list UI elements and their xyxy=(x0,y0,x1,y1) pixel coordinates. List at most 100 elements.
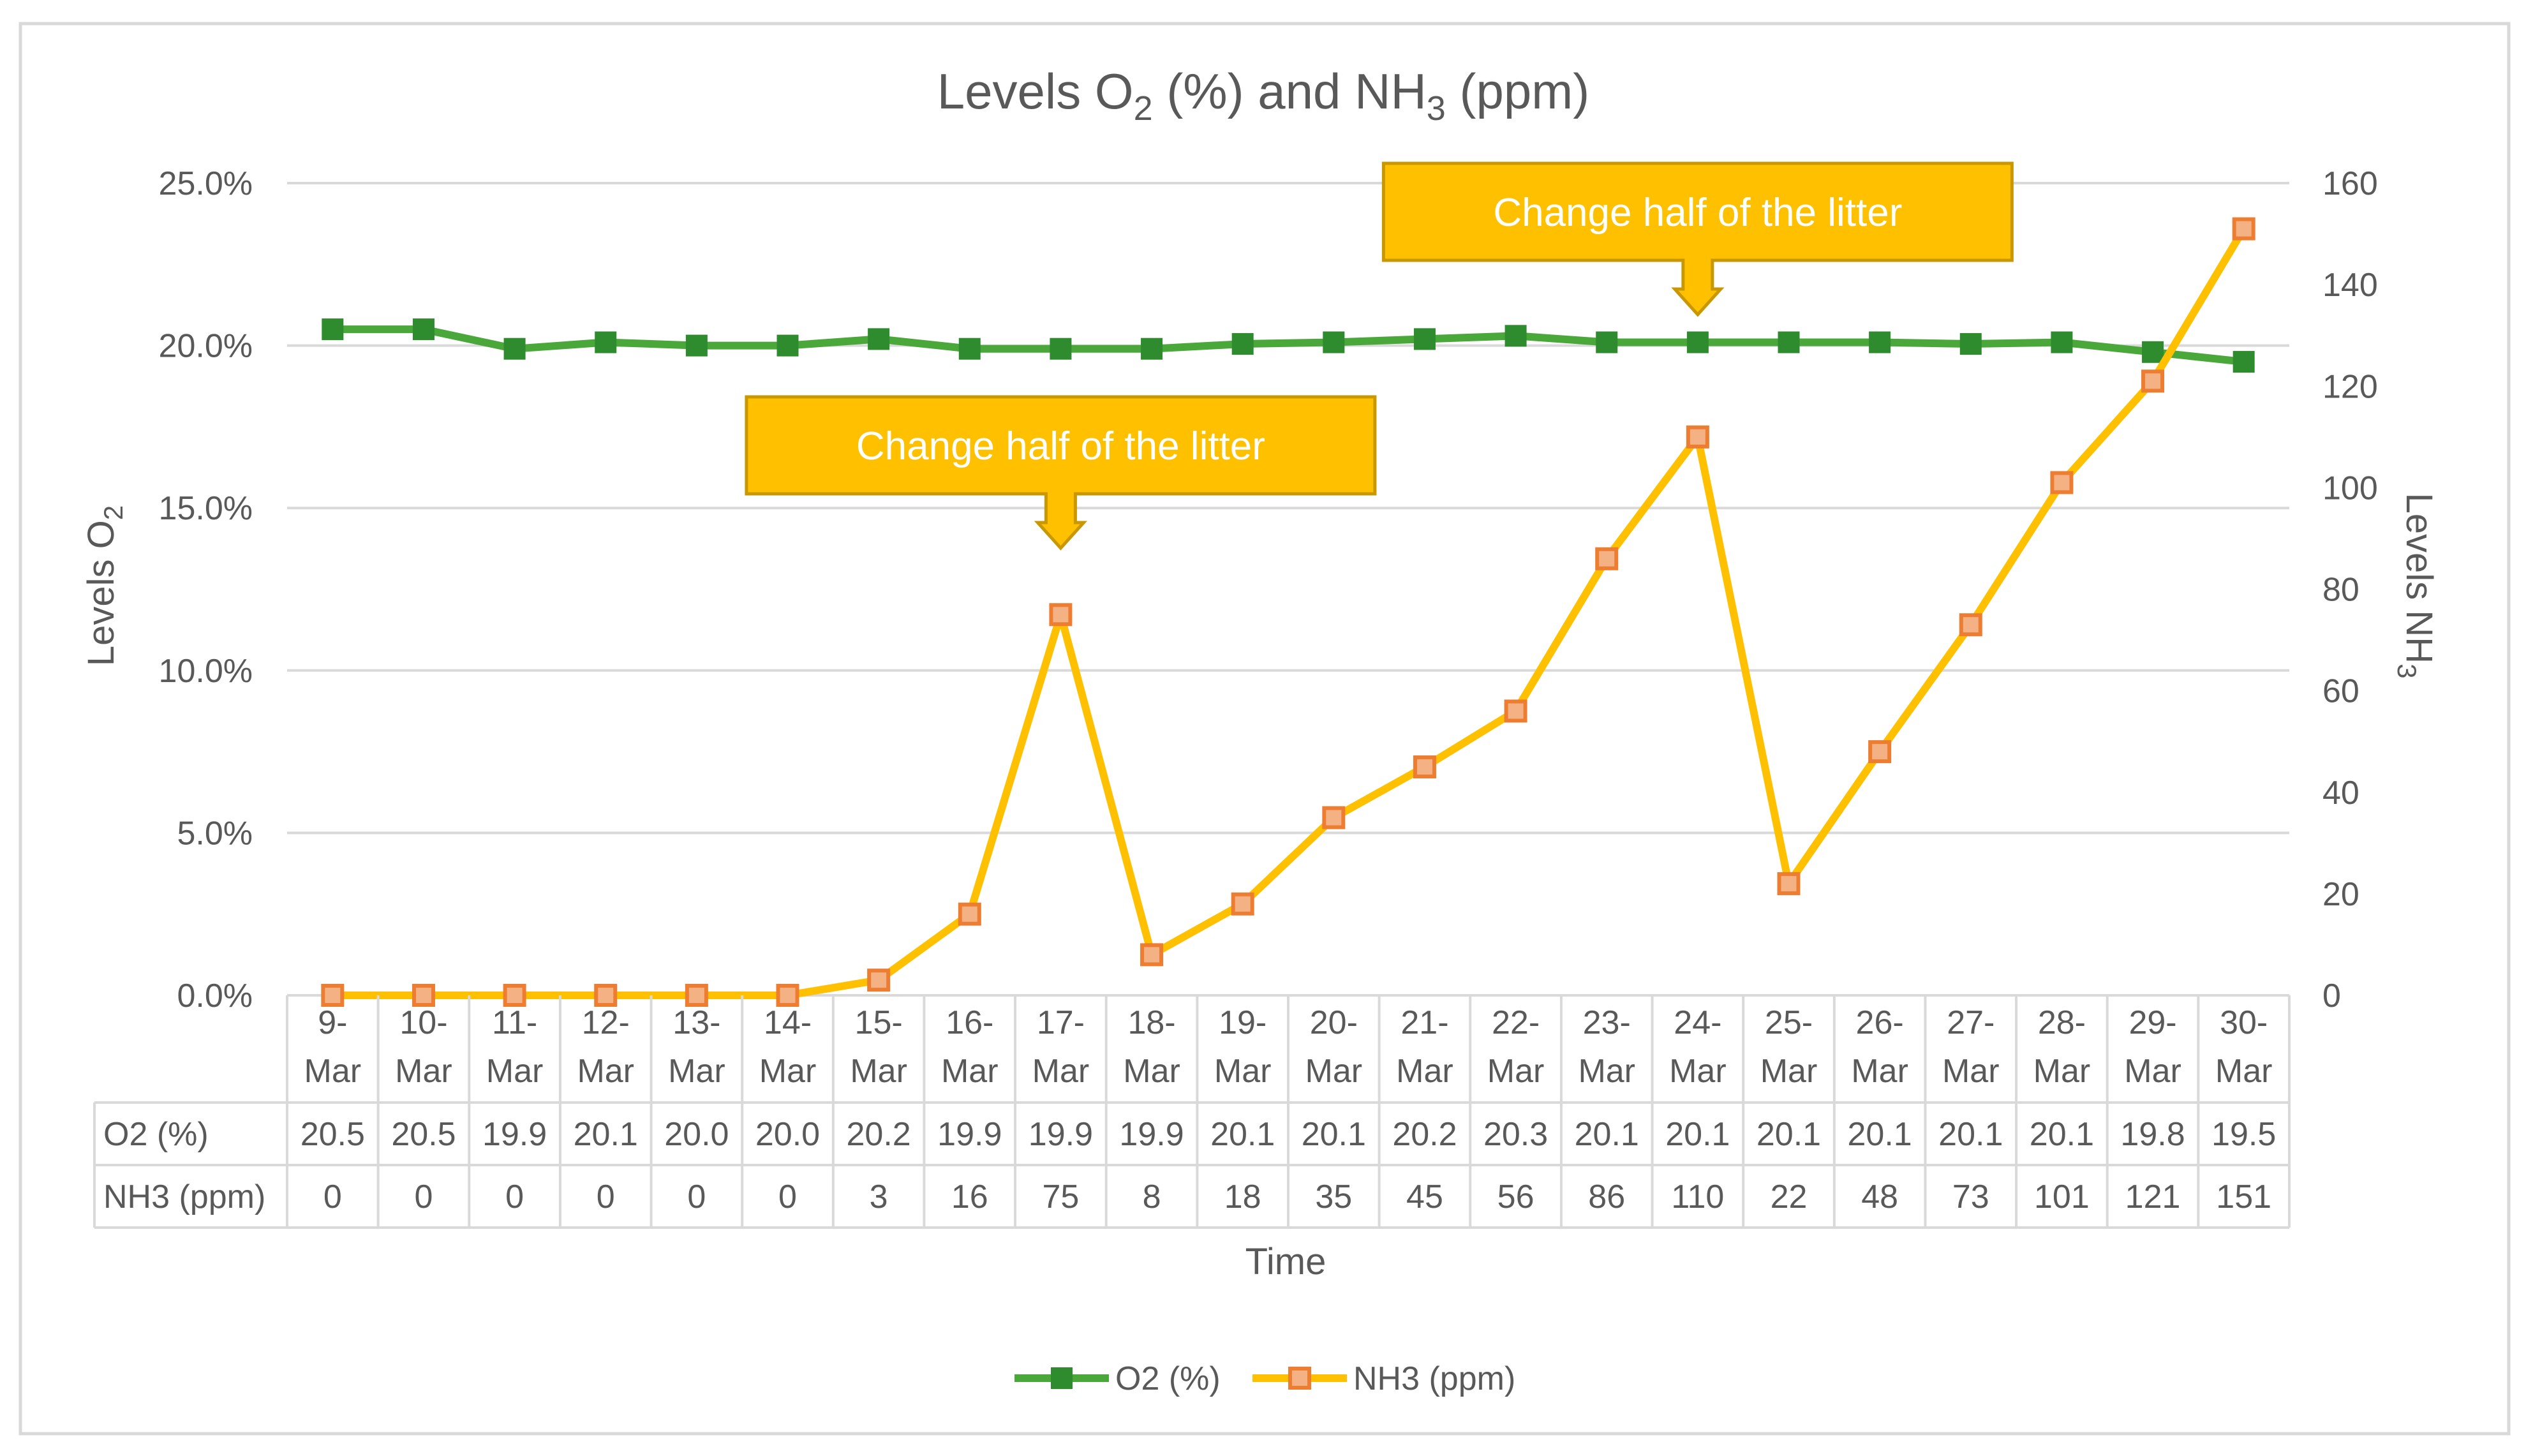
nh3-point xyxy=(2050,471,2074,494)
x-tick-label: Mar xyxy=(1214,1053,1272,1090)
nh3-point xyxy=(685,984,708,1007)
nh3-point xyxy=(321,984,345,1007)
table-value: 19.9 xyxy=(937,1116,1002,1153)
data-table: 9- Mar 10- Mar 11- Mar 12- Mar 13- Mar 14- Mar 15- Ma… xyxy=(93,995,2291,1229)
table-value: 20.1 xyxy=(1302,1116,1366,1153)
nh3-point xyxy=(1049,603,1073,627)
o2-point xyxy=(1504,325,1527,347)
x-tick-label: Mar xyxy=(2215,1053,2273,1090)
table-value: 20.3 xyxy=(1483,1116,1548,1153)
x-tick-label: Mar xyxy=(2033,1053,2091,1090)
x-tick-label: Mar xyxy=(2124,1053,2181,1090)
table-value: 20.0 xyxy=(664,1116,729,1153)
table-value: 20.5 xyxy=(301,1116,365,1153)
table-value: 121 xyxy=(2125,1178,2181,1215)
table-value: 56 xyxy=(1497,1178,1534,1215)
right-tick-label: 20 xyxy=(2322,876,2359,913)
x-tick-label: Mar xyxy=(759,1053,817,1090)
x-tick-label: 25- xyxy=(1765,1004,1813,1041)
x-tick-label: Mar xyxy=(1305,1053,1363,1090)
nh3-point xyxy=(776,984,799,1007)
o2-point xyxy=(322,318,344,341)
o2-point xyxy=(1596,331,1618,353)
table-value: 0 xyxy=(323,1178,342,1215)
nh3-point xyxy=(1140,943,1164,967)
table-value: 20.1 xyxy=(2030,1116,2094,1153)
chart-area-border xyxy=(19,22,2511,1436)
table-value: 20.1 xyxy=(1938,1116,2003,1153)
callout-text: Change half of the litter xyxy=(856,424,1265,468)
o2-point xyxy=(1231,333,1254,355)
o2-point xyxy=(868,328,890,350)
legend-label: O2 (%) xyxy=(1115,1360,1221,1397)
x-tick-label: 11- xyxy=(492,1004,537,1041)
table-value: 20.1 xyxy=(1575,1116,1639,1153)
table-value: 20.2 xyxy=(1392,1116,1457,1153)
x-tick-label: 23- xyxy=(1583,1004,1631,1041)
table-value: 86 xyxy=(1588,1178,1625,1215)
nh3-point xyxy=(867,969,891,992)
o2-point xyxy=(685,334,708,357)
left-tick-label: 15.0% xyxy=(159,490,253,527)
nh3-point xyxy=(1413,755,1436,778)
x-tick-label: Mar xyxy=(941,1053,999,1090)
table-value: 151 xyxy=(2216,1178,2271,1215)
x-tick-label: 13- xyxy=(672,1004,720,1041)
x-tick-label: 17- xyxy=(1037,1004,1085,1041)
left-axis-title: Levels O2 xyxy=(80,505,128,666)
x-tick-label: Mar xyxy=(1396,1053,1453,1090)
x-tick-label: 15- xyxy=(855,1004,903,1041)
right-axis-title: Levels NH3 xyxy=(2392,493,2440,679)
nh3-point xyxy=(1231,892,1254,916)
table-value: 0 xyxy=(505,1178,524,1215)
table-value: 101 xyxy=(2034,1178,2090,1215)
x-tick-label: 16- xyxy=(946,1004,993,1041)
o2-point xyxy=(1050,338,1072,360)
nh3-point xyxy=(958,902,981,926)
series-line-1 xyxy=(332,325,2245,366)
table-value: 22 xyxy=(1771,1178,1808,1215)
x-tick-label: Mar xyxy=(1851,1053,1908,1090)
nh3-point xyxy=(412,984,435,1007)
left-tick-label: 5.0% xyxy=(177,815,253,852)
x-tick-label: Mar xyxy=(1032,1053,1090,1090)
table-value: 0 xyxy=(687,1178,706,1215)
nh3-point xyxy=(1504,699,1527,723)
right-tick-label: 120 xyxy=(2322,368,2378,405)
callout-box xyxy=(745,395,1377,551)
o2-point xyxy=(1141,338,1163,360)
table-value: 16 xyxy=(951,1178,988,1215)
right-tick-label: 80 xyxy=(2322,572,2359,609)
table-value: 20.1 xyxy=(1210,1116,1275,1153)
x-tick-label: Mar xyxy=(304,1053,362,1090)
x-tick-label: 14- xyxy=(764,1004,812,1041)
left-tick-label: 10.0% xyxy=(159,653,253,690)
table-value: 19.5 xyxy=(2211,1116,2276,1153)
x-tick-label: 18- xyxy=(1127,1004,1175,1041)
x-tick-label: 19- xyxy=(1219,1004,1267,1041)
o2-point xyxy=(776,334,799,357)
o2-point xyxy=(1323,331,1345,353)
table-value: 45 xyxy=(1406,1178,1443,1215)
o2-point xyxy=(1869,331,1891,353)
nh3-point xyxy=(1777,872,1801,895)
right-tick-label: 100 xyxy=(2322,470,2378,507)
nh3-point xyxy=(503,984,526,1007)
nh3-point xyxy=(1595,547,1619,570)
table-value: 19.9 xyxy=(1029,1116,1093,1153)
o2-point xyxy=(2051,331,2073,353)
x-tick-label: Mar xyxy=(486,1053,544,1090)
table-value: 73 xyxy=(1952,1178,1989,1215)
nh3-point xyxy=(1868,740,1892,764)
nh3-point xyxy=(2232,217,2255,241)
table-value: 20.1 xyxy=(574,1116,638,1153)
series-layer xyxy=(321,217,2255,1007)
nh3-point xyxy=(1686,425,1709,449)
o2-point xyxy=(958,338,981,360)
callout-box xyxy=(1381,161,2014,317)
x-tick-label: Mar xyxy=(850,1053,907,1090)
table-series-name: NH3 (ppm) xyxy=(103,1178,265,1215)
nh3-point xyxy=(594,984,618,1007)
x-tick-label: 20- xyxy=(1310,1004,1358,1041)
table-value: 19.9 xyxy=(1119,1116,1184,1153)
